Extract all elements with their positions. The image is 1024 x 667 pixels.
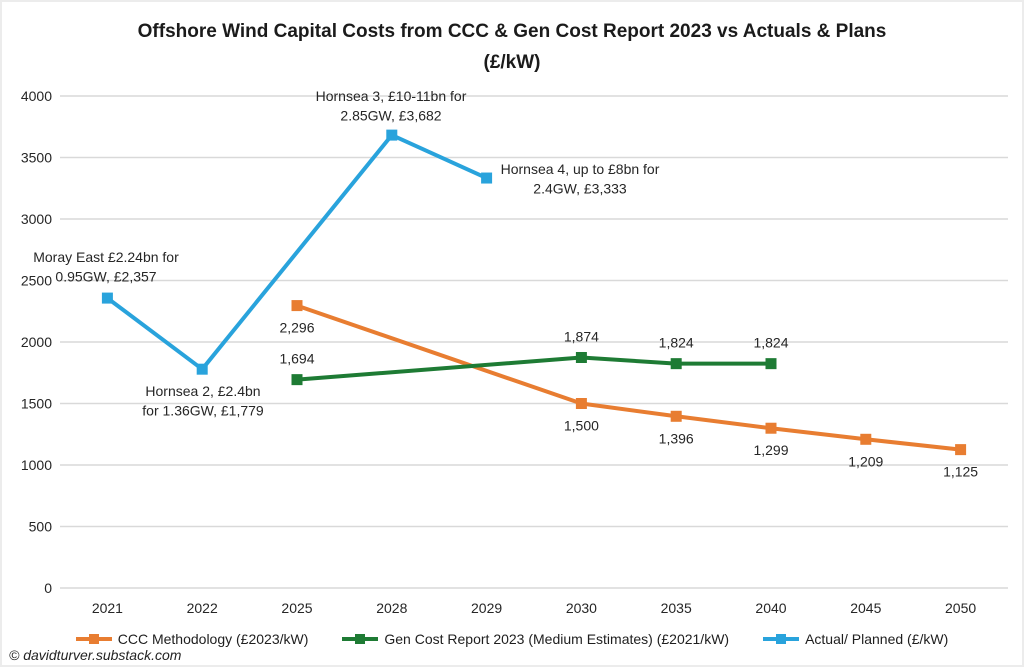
y-axis-tick-label: 4000 — [21, 88, 52, 104]
legend-item-ccc-methodology: CCC Methodology (£2023/kW) — [75, 631, 309, 647]
data-point-label: 1,874 — [564, 328, 599, 344]
series-line — [296, 355, 771, 382]
data-point-marker — [386, 129, 398, 141]
data-point-label: 1,396 — [659, 430, 694, 446]
y-axis-tick-label: 3000 — [21, 211, 52, 227]
chart-annotation: Hornsea 3, £10-11bn for 2.85GW, £3,682 — [316, 88, 467, 124]
data-point-marker — [955, 444, 967, 456]
data-point-label: 1,209 — [848, 453, 883, 469]
watermark-credit: © davidturver.substack.com — [9, 647, 182, 663]
y-axis-tick-label: 2500 — [21, 273, 52, 289]
chart-annotation: Hornsea 4, up to £8bn for 2.4GW, £3,333 — [501, 161, 660, 197]
x-axis-tick-label: 2021 — [92, 600, 123, 616]
data-point-marker — [765, 358, 777, 370]
x-axis-tick-label: 2028 — [376, 600, 407, 616]
series-line — [106, 133, 488, 372]
data-point-marker — [101, 292, 113, 304]
y-axis-tick-label: 3500 — [21, 150, 52, 166]
data-point-marker — [765, 422, 777, 434]
x-axis-tick-label: 2025 — [281, 600, 312, 616]
y-axis-tick-label: 1500 — [21, 396, 52, 412]
legend-marker-line-square-icon — [342, 633, 379, 645]
series-ccc-methodology-2023-kw: 2,296 1,500 1,396 1,299 1,209 1,125 — [279, 300, 978, 480]
data-point-marker — [575, 398, 587, 409]
y-axis-tick-label: 2000 — [21, 334, 52, 350]
data-point-label: 2,296 — [279, 320, 314, 336]
data-point-marker — [291, 374, 303, 386]
legend-marker-line-square-icon — [763, 633, 800, 645]
data-point-label: 1,125 — [943, 464, 978, 480]
data-point-label: 1,694 — [279, 351, 314, 367]
data-point-marker — [196, 363, 208, 375]
data-point-label: 1,500 — [564, 418, 599, 434]
legend-label: Gen Cost Report 2023 (Medium Estimates) … — [384, 631, 730, 647]
y-axis-tick-label: 1000 — [21, 457, 52, 473]
data-point-label: 1,824 — [659, 335, 694, 351]
data-point-label: 1,299 — [753, 442, 788, 458]
legend-label: Actual/ Planned (£/kW) — [805, 631, 949, 647]
x-axis-tick-label: 2040 — [755, 600, 786, 616]
legend-item-gen-cost-report: Gen Cost Report 2023 (Medium Estimates) … — [342, 631, 729, 647]
data-point-marker — [291, 300, 303, 312]
data-point-label: 1,824 — [753, 335, 788, 351]
chart-legend: CCC Methodology (£2023/kW) Gen Cost Repo… — [2, 631, 1022, 647]
series-actual-planned-kw — [101, 129, 493, 375]
legend-item-actual-planned: Actual/ Planned (£/kW) — [763, 631, 948, 647]
data-point-marker — [670, 410, 682, 422]
chart-annotation: Moray East £2.24bn for 0.95GW, £2,357 — [33, 249, 179, 285]
legend-marker-line-square-icon — [75, 633, 112, 645]
x-axis-tick-label: 2035 — [661, 600, 692, 616]
data-point-marker — [481, 172, 493, 184]
y-axis-tick-label: 500 — [29, 519, 53, 535]
x-axis-tick-label: 2050 — [945, 600, 976, 616]
x-axis-tick-label: 2022 — [187, 600, 218, 616]
series-line — [296, 303, 961, 452]
x-axis-tick-label: 2029 — [471, 600, 502, 616]
chart-annotation: Hornsea 2, £2.4bn for 1.36GW, £1,779 — [142, 383, 264, 419]
x-axis-tick-label: 2045 — [850, 600, 881, 616]
series-gen-cost-report-2023-medium-estimates-2021-kw: 1,694 1,874 1,824 1,824 — [279, 328, 789, 386]
y-axis-tick-label: 0 — [44, 580, 52, 596]
data-point-marker — [670, 358, 682, 370]
data-point-marker — [575, 351, 587, 363]
legend-label: CCC Methodology (£2023/kW) — [117, 631, 309, 647]
x-axis-tick-label: 2030 — [566, 600, 597, 616]
data-point-marker — [860, 433, 872, 445]
